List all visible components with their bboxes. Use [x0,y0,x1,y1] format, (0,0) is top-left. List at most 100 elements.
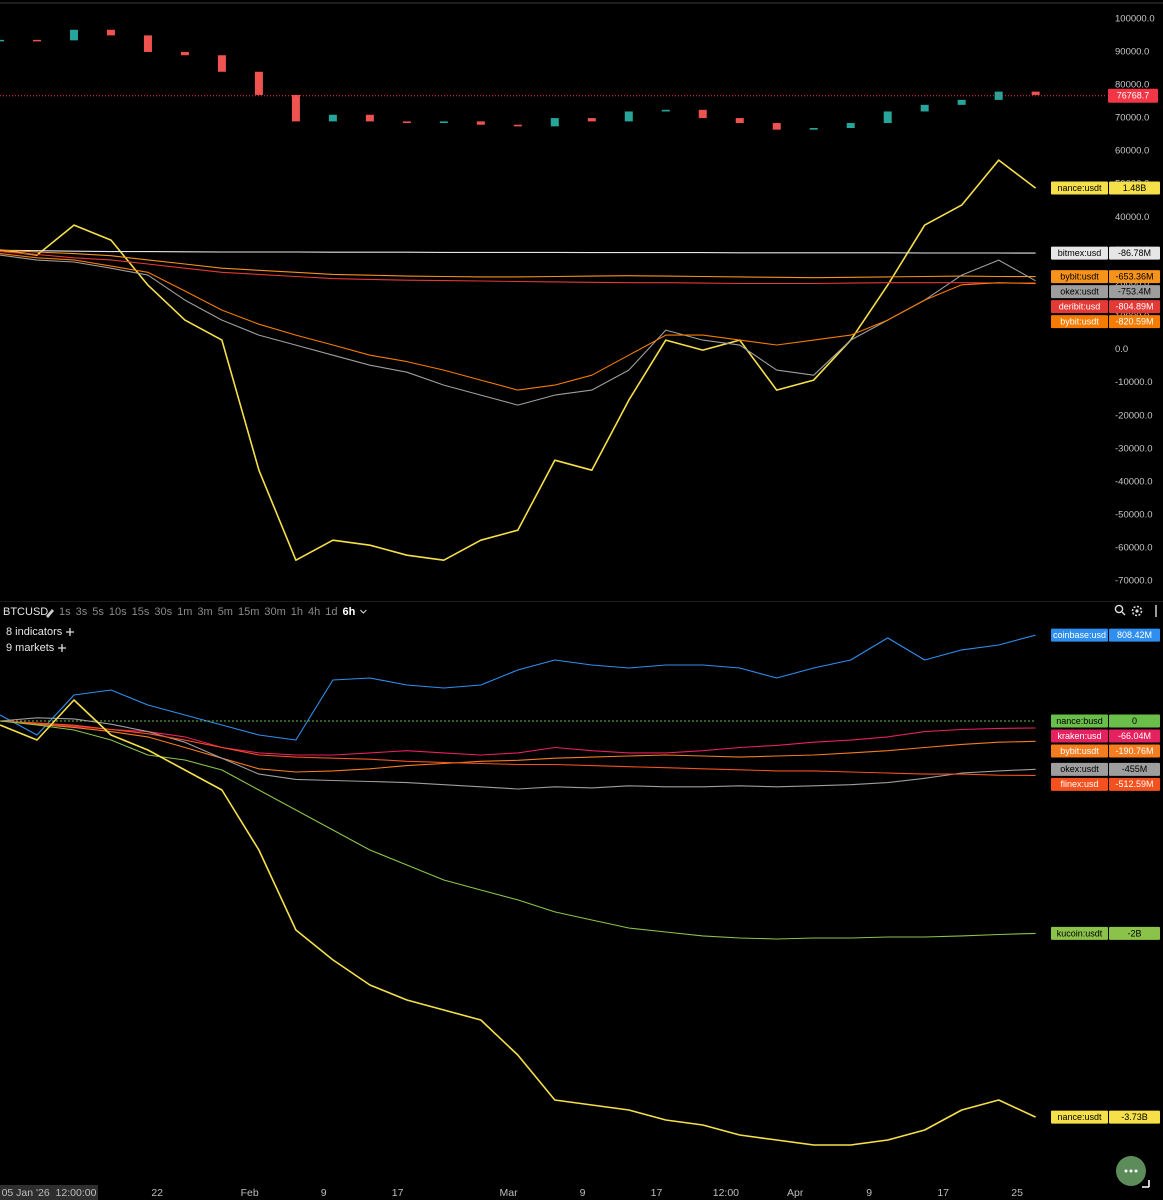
price-candle [698,109,707,119]
y-tick-label: 20000.0 [1115,278,1149,289]
menu-button[interactable] [1116,1156,1146,1186]
series-tag-name: flinex:usd [1060,779,1098,789]
y-tick-label: -10000.0 [1115,377,1153,388]
series-tag-value-box [1109,246,1160,260]
settings-icon[interactable] [1131,605,1143,617]
series-tag-name-box [1051,270,1108,284]
timeframe-button[interactable]: 1h [291,606,303,618]
last-price-tag [1108,88,1158,103]
timeframe-button[interactable]: 10s [109,606,127,618]
series-tag-name: bybit:usdt [1060,316,1099,326]
price-candle [587,118,596,122]
series-tag-name-box [1051,744,1108,758]
price-candle [365,114,374,122]
series-tag-value: -86.78M [1118,248,1151,258]
price-candle [846,123,855,129]
search-icon[interactable] [1114,604,1126,616]
timeframe-dropdown[interactable] [360,609,367,614]
x-tick-label: 9 [580,1187,586,1199]
series-tag-value-box [1109,300,1160,314]
resize-icon[interactable] [1142,1180,1150,1188]
series-tag-name-box [1051,181,1108,195]
series-tag-value: 1.48B [1123,183,1147,193]
price-candle [328,114,337,122]
price-candle [920,104,929,112]
price-candle [476,121,485,125]
y-tick-label: -70000.0 [1115,576,1153,587]
timeframe-button[interactable]: 5s [92,606,104,618]
timeframe-button[interactable]: 15s [132,606,150,618]
indicators-button[interactable]: 8 indicators [6,626,63,638]
series-tag-name: bitmex:usd [1058,248,1102,258]
x-tick-label: 17 [651,1187,663,1199]
x-tick-label: 25 [1011,1187,1023,1199]
price-candle [180,51,189,56]
series-tag-value: -820.59M [1115,316,1153,326]
price-candle [957,99,966,105]
timeframe-button[interactable]: 15m [238,606,259,618]
add-market-icon[interactable] [58,644,66,652]
series-tag-name: bybit:usdt [1060,746,1099,756]
add-indicator-icon[interactable] [66,628,74,636]
timeframe-button[interactable]: 1m [177,606,192,618]
price-candle [106,29,115,36]
markets-button[interactable]: 9 markets [6,642,55,654]
timeframe-button[interactable]: 3m [197,606,212,618]
price-pane [0,29,1105,561]
plot-layer [0,29,1105,1146]
timeframe-button[interactable]: 30m [264,606,285,618]
series-tag-value: -753.4M [1118,286,1151,296]
series-tag-value-box [1109,181,1160,195]
price-candle [439,121,448,124]
cvd-line [0,720,1036,776]
cvd-pane [0,634,1036,1146]
symbol[interactable]: BTCUSD [3,606,48,618]
price-candle [254,71,263,95]
price-candle [69,29,78,41]
timeframe-button[interactable]: 30s [154,606,172,618]
series-tag-name-box [1051,1110,1108,1124]
series-tag-name: coinbase:usd [1053,630,1106,640]
series-tag-value: -455M [1122,764,1148,774]
price-candle [772,123,781,130]
series-tag-name-box [1051,926,1108,940]
series-tag-name-box [1051,628,1108,642]
price-candle [217,55,226,72]
timeframe-button[interactable]: 6h [343,606,356,618]
series-tag-name-box [1051,246,1108,260]
price-candle [883,111,892,124]
last-price-label: 76768.7 [1117,91,1150,101]
x-tick-label: 22 [151,1187,163,1199]
series-tag-value-box [1109,762,1160,776]
price-candle [994,91,1003,100]
series-tag-name: bybit:usdt [1060,271,1099,281]
edit-icon[interactable] [46,609,54,618]
series-tag-value-box [1109,285,1160,299]
series-tag-value-box [1109,744,1160,758]
timeframe-button[interactable]: 4h [308,606,320,618]
cvd-line [0,159,1037,561]
series-tag-name: deribit:usd [1059,301,1101,311]
series-tag-value-box [1109,926,1160,940]
x-tick-label: Mar [500,1187,519,1199]
timeframe-button[interactable]: 5m [218,606,233,618]
series-tag-name: okex:usdt [1060,764,1099,774]
y-tick-label: 100000.0 [1115,13,1155,24]
crosshair-label-box [0,1185,98,1200]
x-tick-label: 17 [937,1187,949,1199]
series-tag-name-box [1051,714,1108,728]
timeframe-button[interactable]: 1s [59,606,71,618]
series-tag-value: -3.73B [1121,1112,1148,1122]
y-tick-label: -30000.0 [1115,443,1153,454]
price-candle [291,94,300,122]
cvd-line [0,720,1036,940]
x-tick-label: Apr [787,1187,804,1199]
timeframe-button[interactable]: 1d [325,606,337,618]
x-tick-label: 9 [321,1187,327,1199]
price-candle [550,118,559,127]
cvd-line [0,251,1036,285]
series-tag-value: -804.89M [1115,301,1153,311]
price-candle [661,109,670,112]
timeframe-button[interactable]: 3s [76,606,88,618]
